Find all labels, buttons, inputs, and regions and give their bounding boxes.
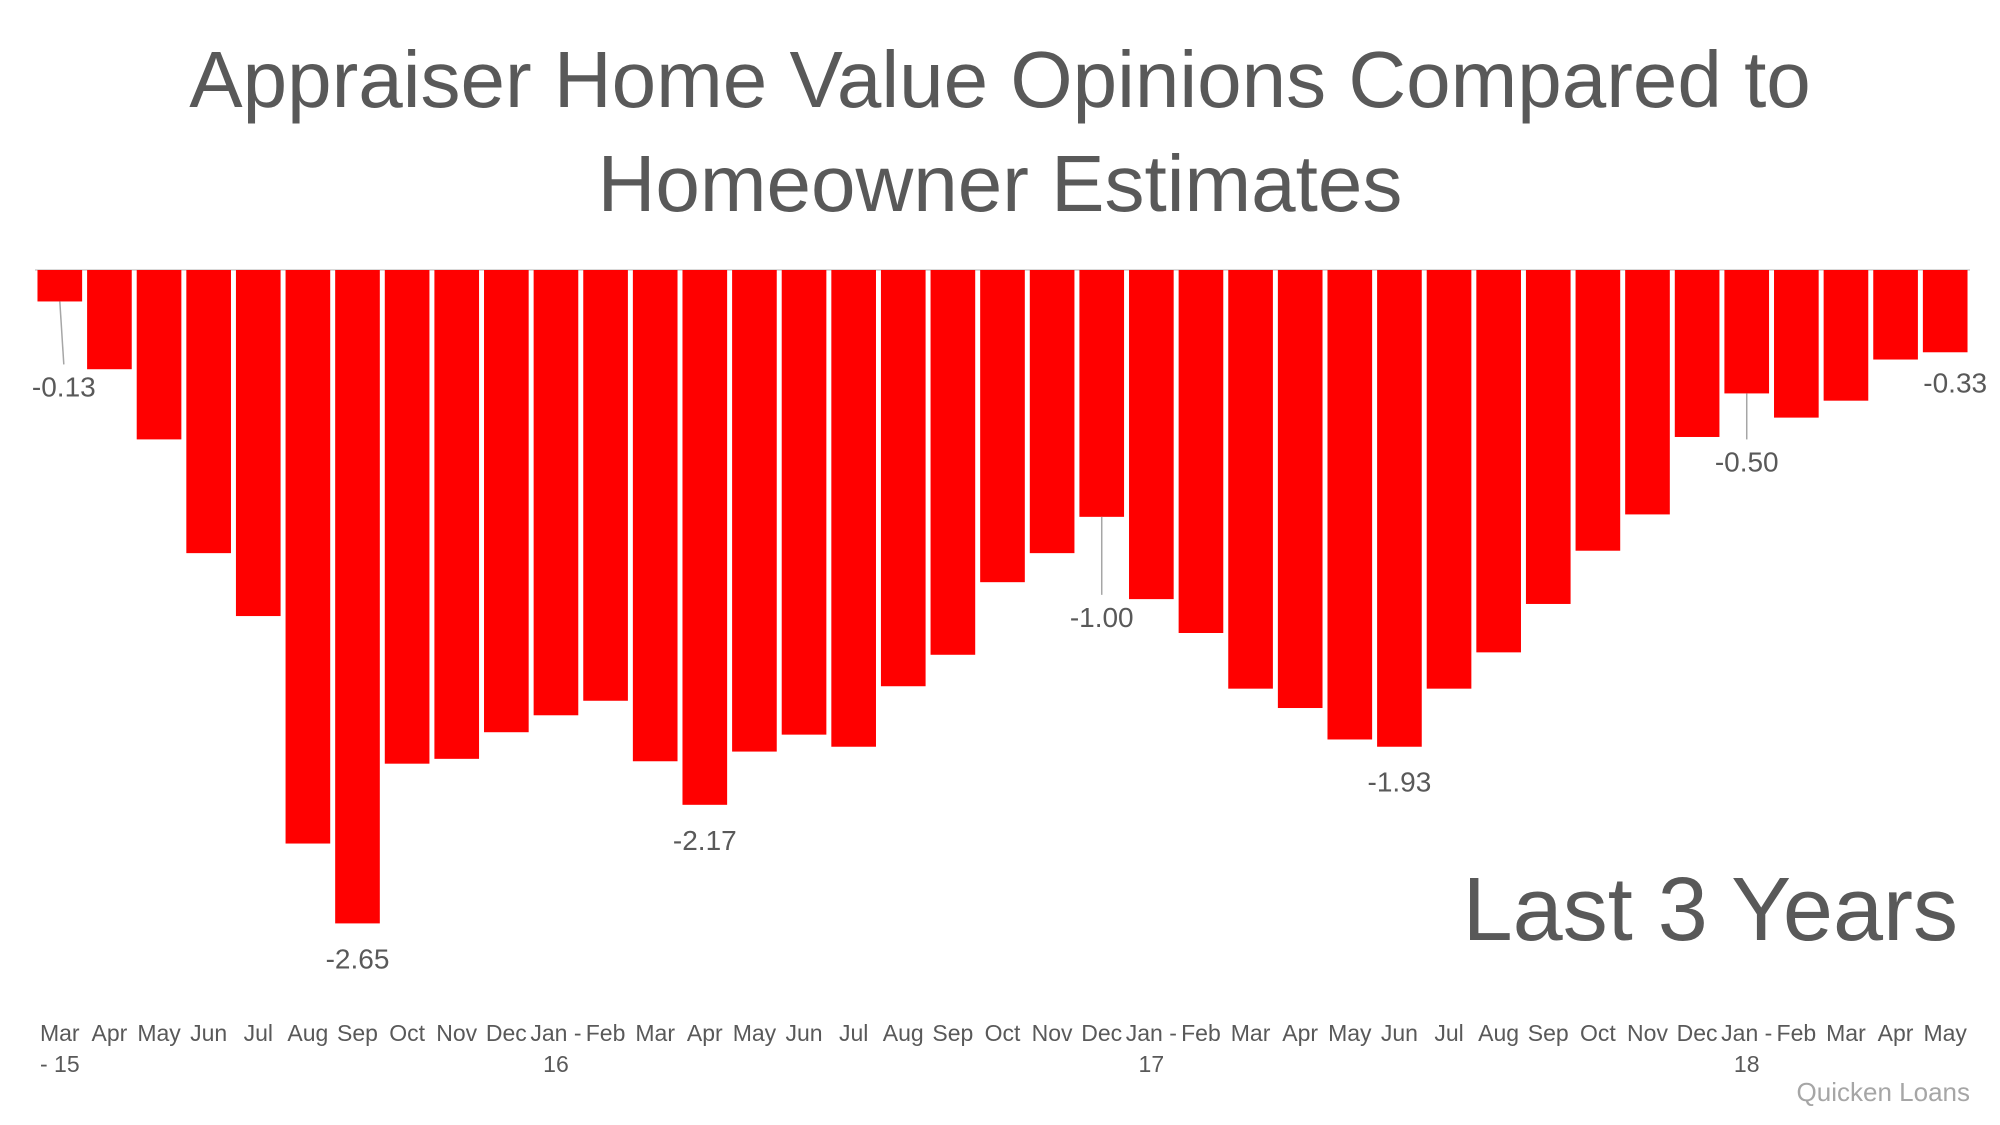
bar [632, 270, 678, 762]
x-tick-label: Nov [1627, 1020, 1668, 1046]
bar [87, 270, 132, 370]
x-tick-label: Feb [1181, 1020, 1221, 1046]
x-tick-label: Jul [1434, 1020, 1463, 1046]
x-tick-label: Jul [244, 1020, 273, 1046]
bar [434, 270, 480, 759]
x-tick-label: Mar - 15 [40, 1020, 80, 1077]
bar [235, 270, 281, 617]
bar [186, 270, 231, 554]
data-label: -1.00 [1070, 602, 1134, 633]
x-tick-label: Sep [932, 1020, 973, 1046]
x-tick-label: Aug [883, 1020, 924, 1046]
bar [1823, 270, 1869, 401]
x-tick-label: Mar [1826, 1020, 1866, 1046]
bar [880, 270, 926, 687]
x-tick-label: Jan -17 [1126, 1020, 1177, 1077]
x-tick-label: Nov [1032, 1020, 1073, 1046]
x-tick-label: Jun [785, 1020, 822, 1046]
data-label: -0.13 [32, 371, 96, 402]
data-label: -1.93 [1368, 767, 1432, 798]
bar [1079, 270, 1125, 517]
source-credit: Quicken Loans [1796, 1077, 1970, 1107]
bar [781, 270, 827, 735]
x-tick-label: Oct [389, 1020, 425, 1046]
chart-annotation: Last 3 Years [1462, 860, 1958, 960]
leader-lines-group [59, 301, 1748, 595]
x-tick-label: Aug [1478, 1020, 1519, 1046]
data-label: -0.33 [1923, 367, 1987, 398]
bar [1327, 270, 1373, 740]
x-tick-label: Apr [92, 1020, 128, 1046]
data-label: -2.65 [326, 943, 390, 974]
x-tick-label: Sep [1528, 1020, 1569, 1046]
x-tick-label: Sep [337, 1020, 378, 1046]
bar [1029, 270, 1075, 554]
bar [1575, 270, 1621, 551]
bars-group [37, 270, 1968, 924]
x-tick-label: Dec [1081, 1020, 1122, 1046]
bar [37, 270, 83, 302]
bar [930, 270, 976, 655]
bar [1674, 270, 1720, 437]
bar [1228, 270, 1273, 689]
chart-title: Appraiser Home Value Opinions Compared t… [189, 35, 1811, 228]
x-tick-label: Jan -16 [530, 1020, 581, 1077]
data-labels-group: -0.13 -2.65 -2.17 -1.00 -1.93 -0.50 -0.33 [32, 367, 1987, 974]
bar [1426, 270, 1472, 689]
x-tick-label: Feb [1777, 1020, 1817, 1046]
x-tick-label: Jan -18 [1721, 1020, 1772, 1077]
data-label: -2.17 [673, 825, 737, 856]
x-tick-label: May [733, 1020, 777, 1046]
x-tick-label: Mar [635, 1020, 675, 1046]
bar [583, 270, 628, 701]
bar [1922, 270, 1968, 353]
bar [682, 270, 728, 805]
x-tick-label: Apr [1282, 1020, 1318, 1046]
x-tick-label: Feb [586, 1020, 626, 1046]
bar [335, 270, 380, 924]
bar [1178, 270, 1224, 633]
bar [1774, 270, 1819, 418]
bar [1377, 270, 1422, 747]
bar [1277, 270, 1323, 709]
x-tick-label: May [137, 1020, 181, 1046]
bar [831, 270, 876, 747]
bar [732, 270, 777, 752]
x-tick-label: Dec [1677, 1020, 1718, 1046]
bar [1129, 270, 1174, 600]
bar [285, 270, 331, 844]
data-label: -0.50 [1715, 446, 1779, 477]
x-tick-label: Dec [486, 1020, 527, 1046]
bar [384, 270, 430, 764]
bar [484, 270, 529, 733]
x-tick-label: Jun [190, 1020, 227, 1046]
bar [1724, 270, 1770, 394]
x-tick-label: Mar [1231, 1020, 1271, 1046]
x-tick-label: Oct [1580, 1020, 1616, 1046]
bar [533, 270, 579, 716]
bar [1525, 270, 1571, 604]
x-tick-label: Jun [1381, 1020, 1418, 1046]
bar [980, 270, 1025, 583]
bar [1873, 270, 1918, 360]
x-tick-label: Apr [687, 1020, 723, 1046]
x-tick-label: May [1328, 1020, 1372, 1046]
x-tick-label: Apr [1878, 1020, 1914, 1046]
leader-line [59, 301, 65, 365]
x-tick-label: Nov [436, 1020, 477, 1046]
x-tick-label: May [1923, 1020, 1967, 1046]
bar [1476, 270, 1521, 653]
x-tick-label: Jul [839, 1020, 868, 1046]
x-tick-label: Aug [287, 1020, 328, 1046]
x-tick-label: Oct [985, 1020, 1021, 1046]
bar [1625, 270, 1670, 515]
bar [136, 270, 182, 440]
